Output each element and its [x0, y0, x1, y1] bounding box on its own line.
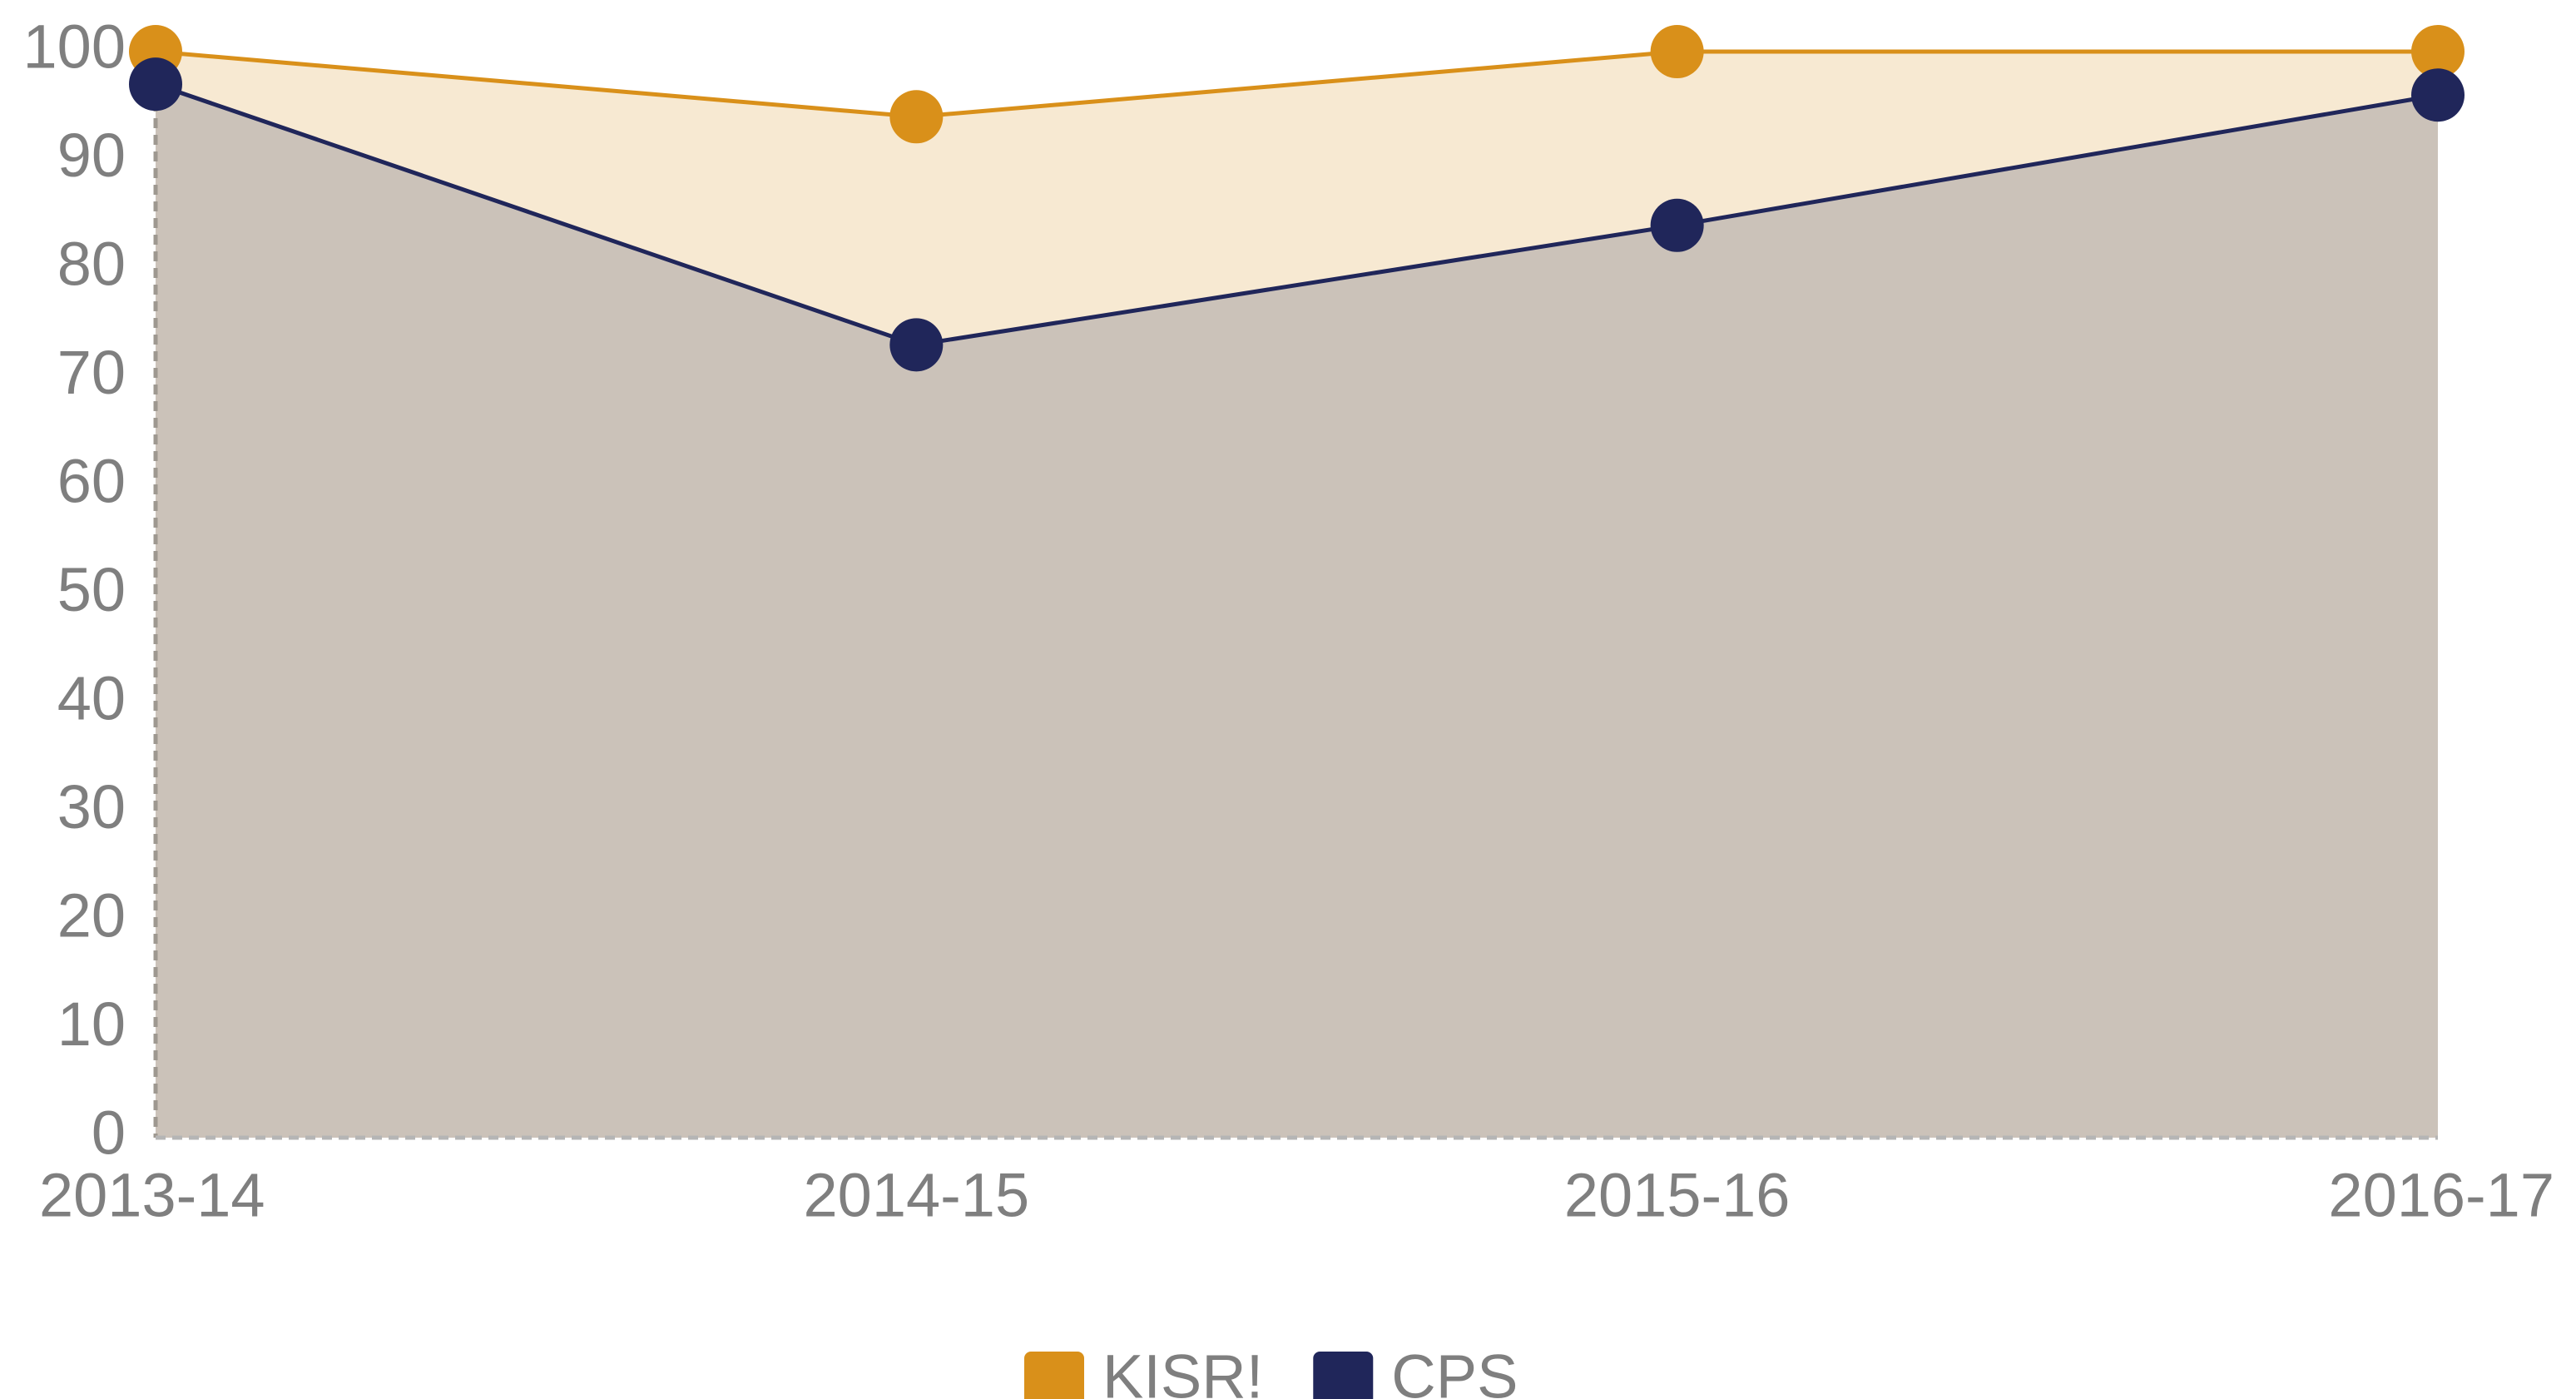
x-tick-label: 2013-14 — [39, 1161, 265, 1230]
x-tick-label: 2014-15 — [804, 1161, 1030, 1230]
point — [2411, 68, 2465, 122]
y-tick-label: 100 — [23, 12, 126, 82]
point — [889, 318, 944, 372]
legend-swatch — [1313, 1352, 1374, 1399]
line — [155, 49, 2438, 119]
line — [155, 82, 2439, 347]
y-tick-label: 90 — [57, 121, 126, 190]
point — [2411, 25, 2465, 78]
y-tick-label: 30 — [57, 772, 126, 841]
y-tick-label: 10 — [57, 990, 126, 1059]
legend-label: CPS — [1391, 1342, 1518, 1399]
point — [1650, 25, 1704, 78]
y-tick-label: 50 — [57, 555, 126, 624]
point — [889, 90, 944, 144]
legend-swatch — [1024, 1352, 1084, 1399]
y-tick-label: 20 — [57, 881, 126, 950]
y-tick-label: 40 — [57, 664, 126, 733]
y-tick-label: 60 — [57, 447, 126, 516]
y-tick-label: 80 — [57, 230, 126, 299]
y-tick-label: 70 — [57, 338, 126, 407]
x-tick-label: 2015-16 — [1564, 1161, 1791, 1230]
y-tick-label: 0 — [92, 1099, 126, 1168]
point — [1650, 198, 1704, 252]
area-fill — [156, 84, 2438, 1138]
point — [129, 57, 182, 112]
legend-label: KISR! — [1102, 1342, 1263, 1399]
x-tick-label: 2016-17 — [2328, 1161, 2554, 1230]
